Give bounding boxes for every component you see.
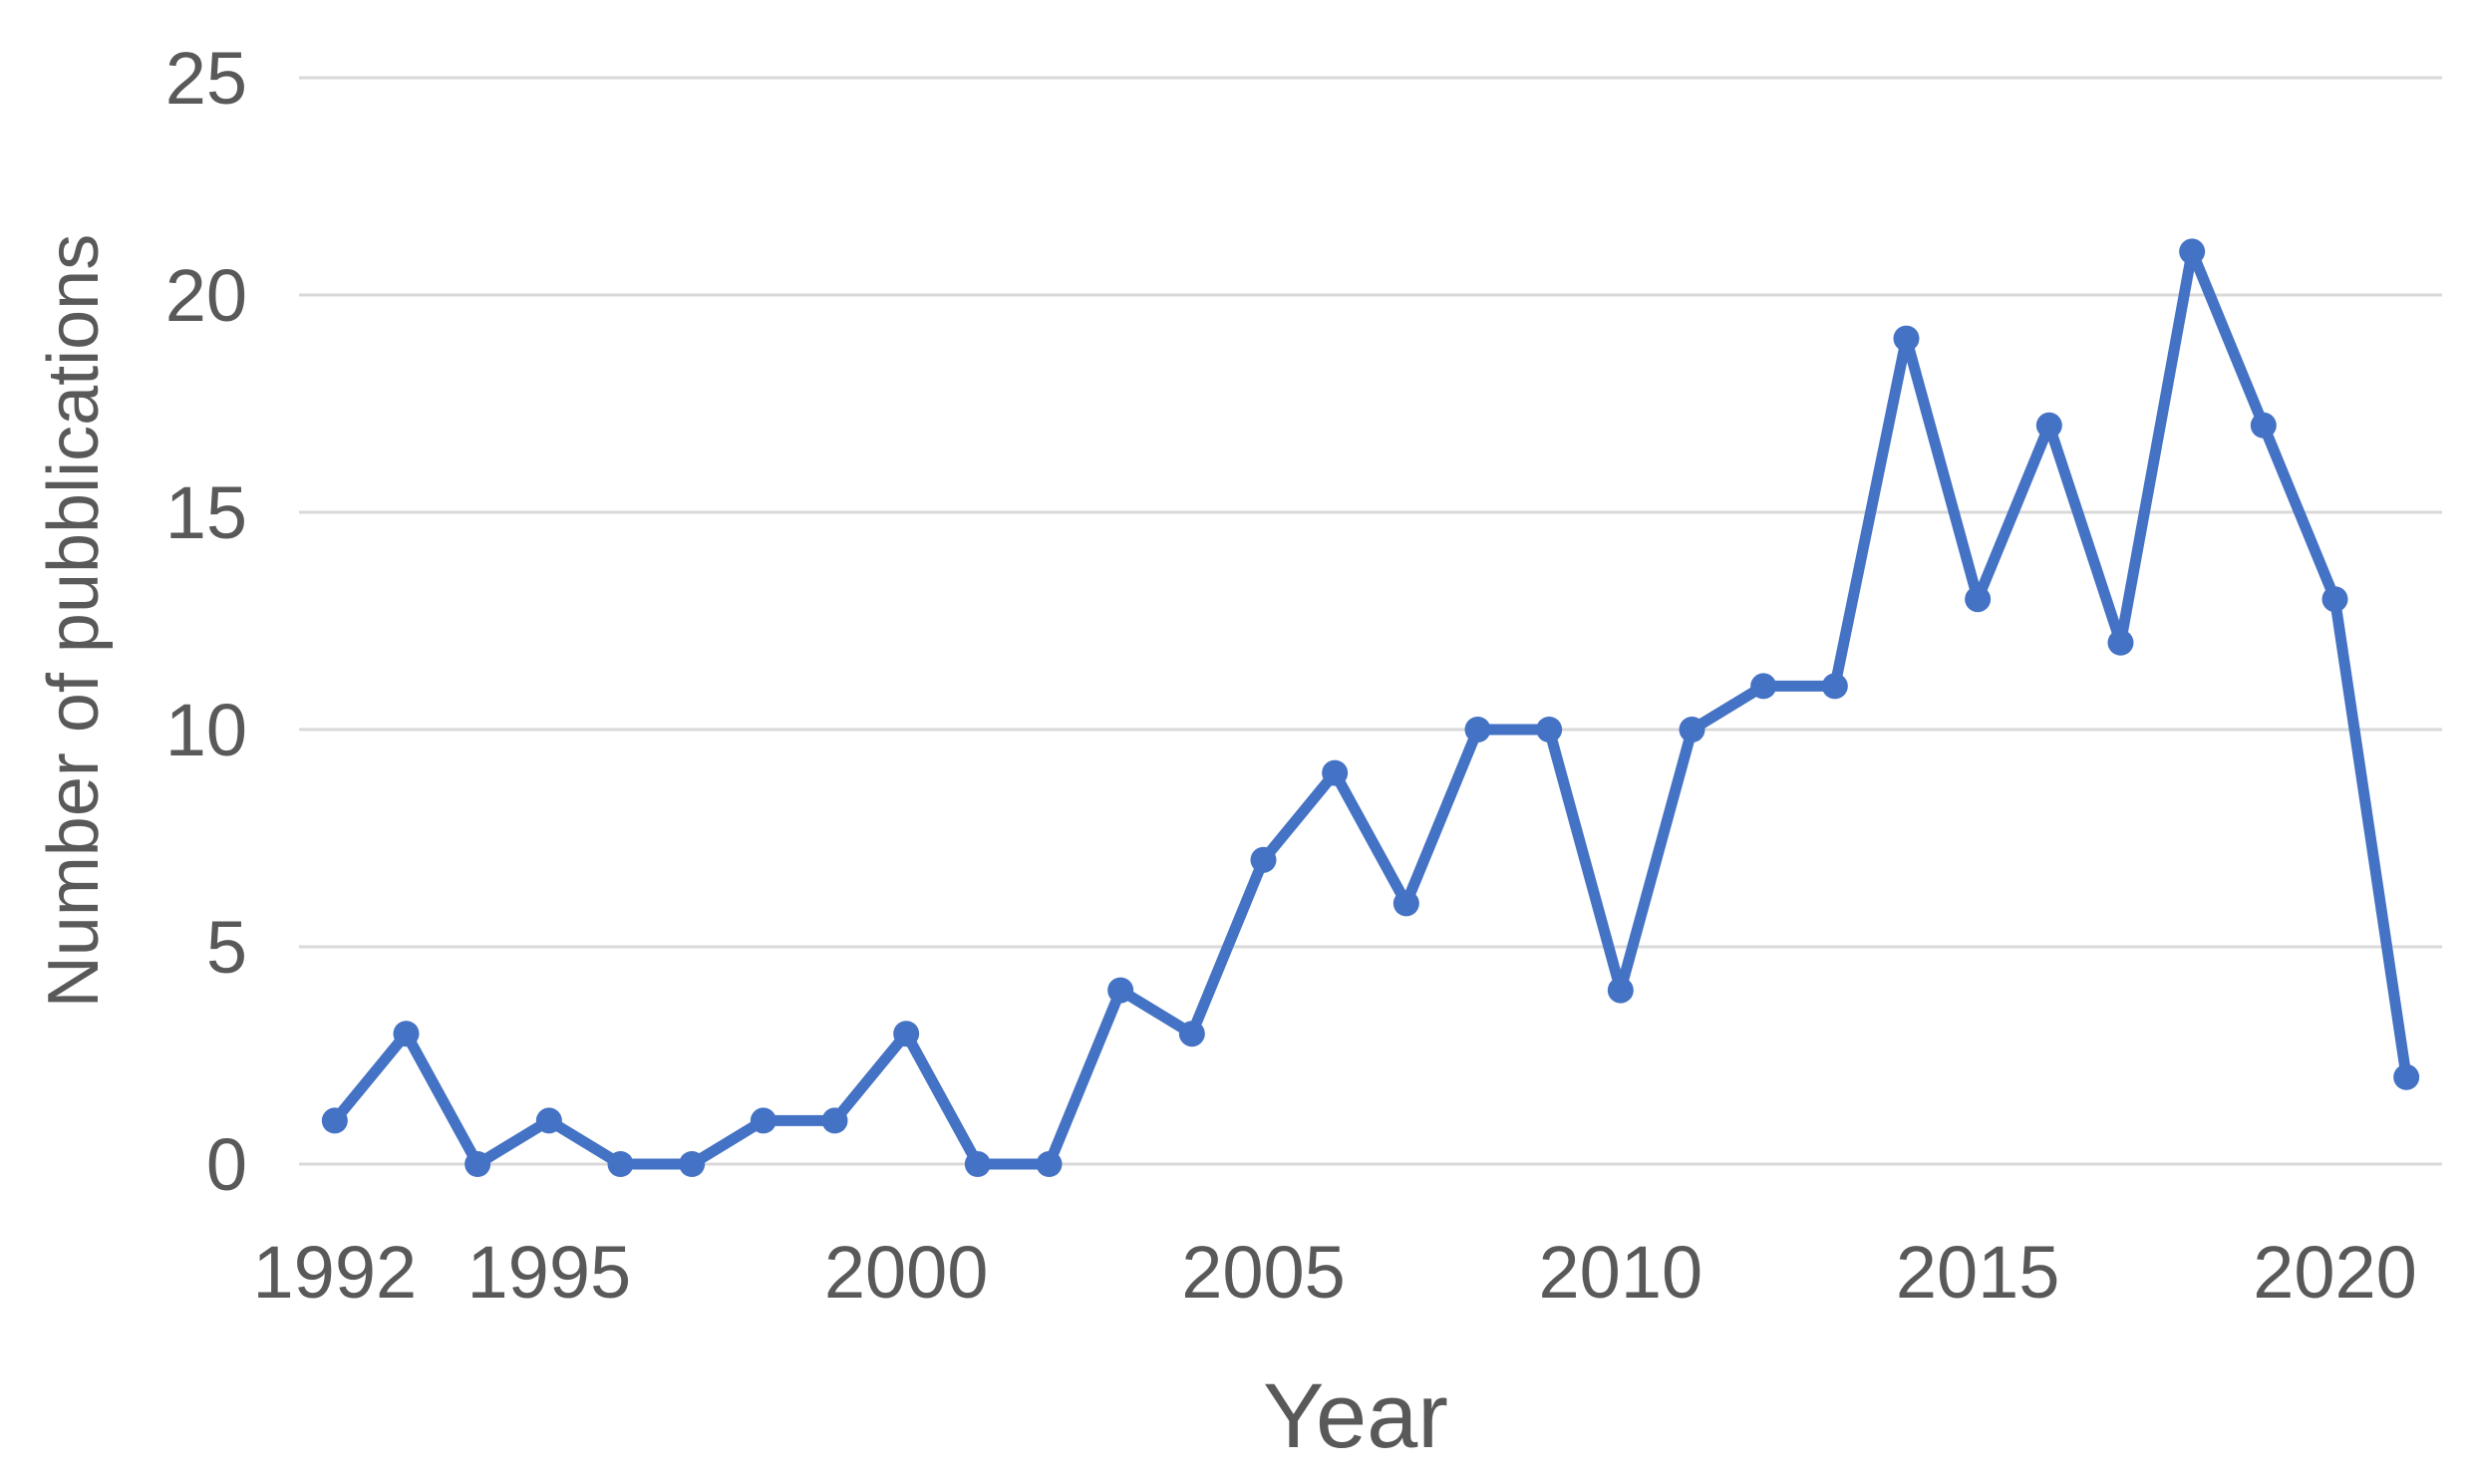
x-tick-label-1995: 1995	[467, 1231, 632, 1314]
x-tick-label-2000: 2000	[824, 1231, 989, 1314]
data-point-2006	[1322, 759, 1349, 786]
x-axis-title: Year	[1263, 1365, 1448, 1467]
data-point-2015	[1965, 586, 1992, 613]
y-tick-label-15: 15	[165, 471, 247, 554]
y-axis-title: Number of pubblications	[34, 234, 114, 1008]
data-point-2010	[1607, 977, 1634, 1004]
gridlines-group	[299, 76, 2442, 1166]
data-point-1994	[464, 1151, 491, 1177]
x-tick-label-2020: 2020	[2253, 1231, 2417, 1314]
data-point-2008	[1464, 717, 1491, 742]
data-point-2018	[2179, 238, 2206, 265]
x-tick-label-2005: 2005	[1181, 1231, 1346, 1314]
data-point-2009	[1536, 717, 1563, 742]
y-tick-label-20: 20	[165, 254, 247, 337]
data-point-2011	[1679, 717, 1705, 742]
data-point-2007	[1392, 890, 1419, 917]
data-point-2021	[2393, 1063, 2420, 1090]
data-point-1998	[750, 1107, 776, 1134]
data-point-2020	[2321, 586, 2348, 613]
data-series-group	[321, 238, 2420, 1177]
data-point-1997	[679, 1151, 706, 1177]
data-point-1999	[821, 1107, 848, 1134]
data-point-2005	[1250, 846, 1277, 873]
data-point-2012	[1750, 673, 1777, 700]
data-point-2004	[1178, 1021, 1205, 1047]
data-point-2019	[2250, 412, 2277, 439]
y-tick-label-0: 0	[206, 1123, 247, 1206]
y-axis-tick-labels: 0 5 10 15 20 25	[165, 37, 247, 1206]
data-point-2016	[2035, 412, 2062, 439]
y-tick-label-5: 5	[206, 906, 247, 989]
x-tick-label-2015: 2015	[1896, 1231, 2060, 1314]
data-point-2001	[964, 1151, 991, 1177]
data-point-1992	[321, 1107, 348, 1134]
y-tick-label-25: 25	[165, 37, 247, 120]
data-point-1993	[393, 1021, 420, 1047]
data-point-2000	[893, 1021, 920, 1047]
data-point-2013	[1821, 673, 1848, 700]
x-tick-label-2010: 2010	[1539, 1231, 1703, 1314]
x-tick-label-1992: 1992	[253, 1231, 418, 1314]
data-point-1996	[607, 1151, 634, 1177]
publications-data-line	[329, 245, 2412, 1170]
data-point-2014	[1893, 325, 1920, 352]
data-point-2017	[2107, 629, 2134, 656]
data-point-2002	[1036, 1151, 1063, 1177]
x-axis-tick-labels: 1992 1995 2000 2005 2010 2015 2020	[253, 1231, 2417, 1314]
data-point-2003	[1107, 977, 1134, 1004]
y-tick-label-10: 10	[165, 689, 247, 771]
data-point-1995	[535, 1107, 562, 1134]
